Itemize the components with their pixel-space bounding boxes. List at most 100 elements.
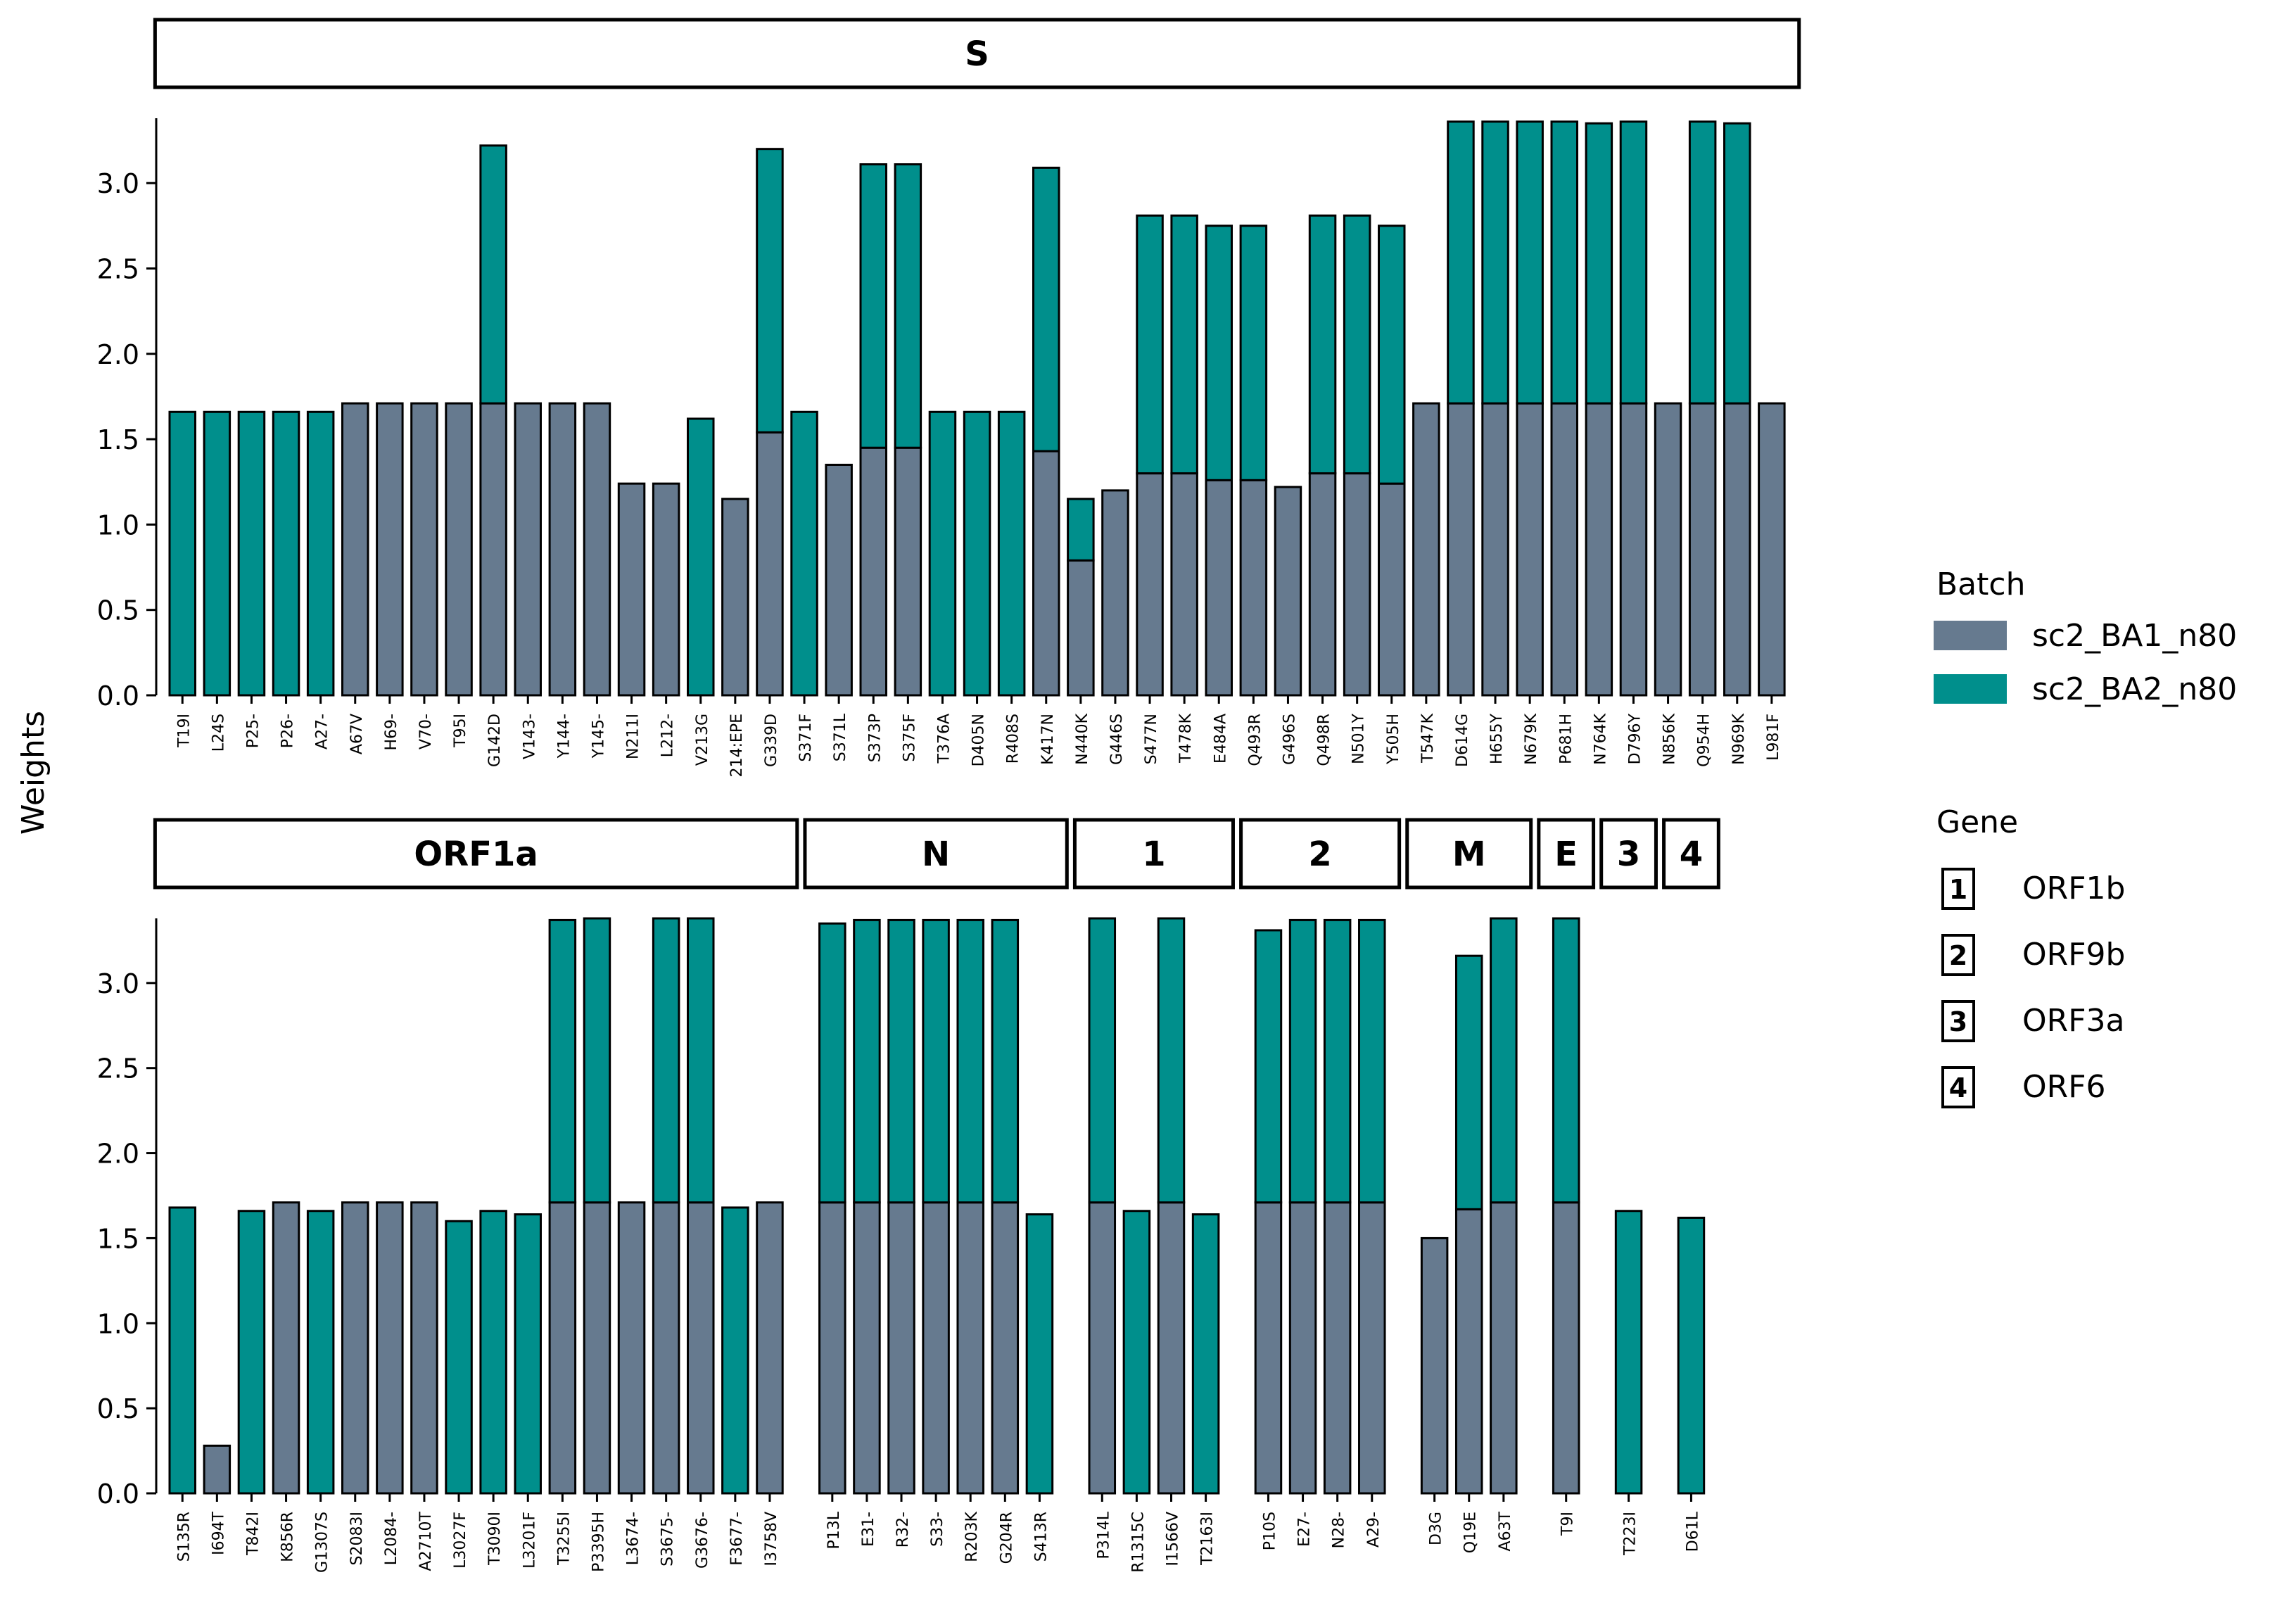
bar-l3674-sc2-ba1 — [617, 1201, 646, 1495]
x-tick-label-l212: L212- — [659, 714, 677, 757]
bar-t842i-sc2-ba2 — [237, 1210, 266, 1495]
x-tick-label-p13l: P13L — [825, 1511, 843, 1549]
y-tick-label: 2.0 — [97, 339, 139, 370]
bar-d614g-sc2-ba1 — [1447, 402, 1475, 697]
x-tick-label-h655y: H655Y — [1488, 713, 1506, 764]
y-tick-label: 0.0 — [97, 1479, 139, 1510]
bar-n440k-sc2-ba1 — [1067, 559, 1095, 697]
bar-s373p-sc2-ba2 — [859, 163, 887, 449]
x-tick-label-n211i: N211I — [625, 714, 642, 759]
x-tick-label-n764k: N764K — [1592, 713, 1609, 764]
bar-r203k-sc2-ba2 — [956, 918, 984, 1204]
bar-d796y-sc2-ba1 — [1619, 402, 1648, 697]
bar-g339d-sc2-ba1 — [756, 431, 784, 697]
bar-t95i-sc2-ba1 — [445, 402, 473, 697]
legend-gene-key-1: 1 — [1949, 874, 1967, 905]
x-tick-label-g3676: G3676- — [694, 1512, 711, 1569]
bar-e31-sc2-ba1 — [853, 1201, 881, 1495]
x-tick-label-t376a: T376A — [935, 714, 953, 764]
y-tick-label: 2.5 — [97, 253, 139, 284]
x-tick-label-s371l: S371L — [832, 713, 849, 761]
y-tick-label: 1.0 — [97, 1308, 139, 1339]
bar-r32-sc2-ba1 — [887, 1201, 915, 1495]
x-tick-label-s373p: S373P — [866, 714, 884, 762]
bar-t9i-sc2-ba1 — [1552, 1201, 1580, 1495]
x-tick-label-s135r: S135R — [175, 1512, 193, 1562]
x-tick-label-d405n: D405N — [970, 714, 988, 766]
x-tick-label-s2083i: S2083I — [348, 1512, 366, 1565]
x-tick-label-k417n: K417N — [1039, 714, 1057, 765]
x-tick-label-t95i: T95I — [452, 714, 469, 748]
legend-gene-key-box-2 — [1941, 934, 1975, 976]
x-tick-label-t9i: T9I — [1559, 1512, 1577, 1536]
bar-t3090i-sc2-ba2 — [479, 1210, 507, 1495]
bar-s375f-sc2-ba1 — [894, 446, 922, 697]
x-tick-label-y144: Y144- — [555, 714, 573, 759]
bar-r203k-sc2-ba1 — [956, 1201, 984, 1495]
facet-strip-2 — [1239, 818, 1402, 890]
x-tick-label-t547k: T547K — [1419, 713, 1437, 763]
panels-layer: 0.0 0.5 1.0 1.5 2.0 2.5 3.0 0.0 0.5 1.0 1.5 2.0 2.5 3… — [97, 18, 1801, 1573]
bar-g204r-sc2-ba1 — [991, 1201, 1020, 1495]
bar-a2710t-sc2-ba1 — [410, 1201, 438, 1495]
bar-d3g-sc2-ba1 — [1420, 1236, 1449, 1495]
bar-t376a-sc2-ba2 — [928, 410, 957, 697]
bar-f3677-sc2-ba2 — [721, 1206, 749, 1495]
x-tick-label-214-epe: 214:EPE — [728, 714, 746, 777]
x-tick-label-t3255i: T3255I — [555, 1512, 573, 1566]
bar-i3758v-sc2-ba1 — [756, 1201, 784, 1495]
x-tick-label-n856k: N856K — [1661, 713, 1679, 764]
bar-214-epe-sc2-ba1 — [721, 498, 749, 697]
bar-i1566v-sc2-ba1 — [1157, 1201, 1186, 1495]
bar-p314l-sc2-ba2 — [1088, 917, 1117, 1204]
x-tick-label-p681h: P681H — [1557, 714, 1575, 764]
bar-t478k-sc2-ba1 — [1170, 472, 1198, 697]
x-tick-label-l3027f: L3027F — [452, 1512, 469, 1569]
bar-i694t-sc2-ba1 — [203, 1444, 231, 1495]
y-axis-label: Weights — [15, 711, 51, 835]
x-tick-label-t223i: T223I — [1622, 1512, 1639, 1556]
bar-a63t-sc2-ba1 — [1490, 1201, 1518, 1495]
legend-gene-key-4: 4 — [1949, 1072, 1967, 1103]
y-tick-label: 2.0 — [97, 1139, 139, 1170]
bar-l981f-sc2-ba1 — [1758, 402, 1786, 697]
facet-strip-m — [1405, 818, 1533, 890]
bar-t3255i-sc2-ba1 — [548, 1201, 577, 1495]
bar-i1566v-sc2-ba2 — [1157, 917, 1186, 1204]
bar-k417n-sc2-ba2 — [1032, 166, 1060, 453]
x-tick-label-s375f: S375F — [901, 714, 918, 762]
bar-a67v-sc2-ba1 — [341, 402, 369, 697]
bar-s33-sc2-ba1 — [922, 1201, 950, 1495]
x-tick-label-t3090i: T3090I — [486, 1512, 504, 1566]
bar-l2084-sc2-ba1 — [376, 1201, 404, 1495]
facet-strip-n — [803, 818, 1069, 890]
x-tick-label-d796y: D796Y — [1626, 713, 1644, 764]
y-tick-label: 0.5 — [97, 595, 139, 626]
x-tick-label-l24s: L24S — [210, 714, 227, 752]
x-tick-label-g1307s: G1307S — [314, 1512, 331, 1573]
bar-d61l-sc2-ba2 — [1677, 1216, 1706, 1495]
legend-swatch-sc2-ba2 — [1934, 674, 2007, 704]
x-tick-label-v143: V143- — [521, 714, 538, 759]
x-tick-label-s33: S33- — [929, 1512, 946, 1547]
x-tick-label-t478k: T478K — [1177, 713, 1195, 763]
bar-g496s-sc2-ba1 — [1274, 486, 1302, 697]
x-tick-label-t842i: T842I — [244, 1512, 262, 1556]
x-tick-label-d3g: D3G — [1428, 1512, 1445, 1545]
x-tick-label-n679k: N679K — [1523, 713, 1540, 764]
x-tick-label-v70: V70- — [417, 714, 435, 749]
bar-r408s-sc2-ba2 — [997, 410, 1026, 697]
bar-k417n-sc2-ba1 — [1032, 450, 1060, 697]
bar-y505h-sc2-ba2 — [1378, 224, 1406, 485]
bar-t223i-sc2-ba2 — [1614, 1210, 1643, 1495]
x-tick-label-q493r: Q493R — [1246, 714, 1264, 766]
y-tick-label: 1.5 — [97, 1223, 139, 1254]
bar-p314l-sc2-ba1 — [1088, 1201, 1117, 1495]
bar-q19e-sc2-ba2 — [1454, 954, 1483, 1210]
facet-strip-label-2: 2 — [1308, 835, 1331, 874]
legend-label-sc2-ba2: sc2_BA2_n80 — [2032, 671, 2237, 707]
x-tick-label-d614g: D614G — [1454, 714, 1471, 767]
legend-gene-label-orf3a: ORF3a — [2022, 1003, 2124, 1039]
x-tick-label-s3675: S3675- — [659, 1512, 677, 1567]
